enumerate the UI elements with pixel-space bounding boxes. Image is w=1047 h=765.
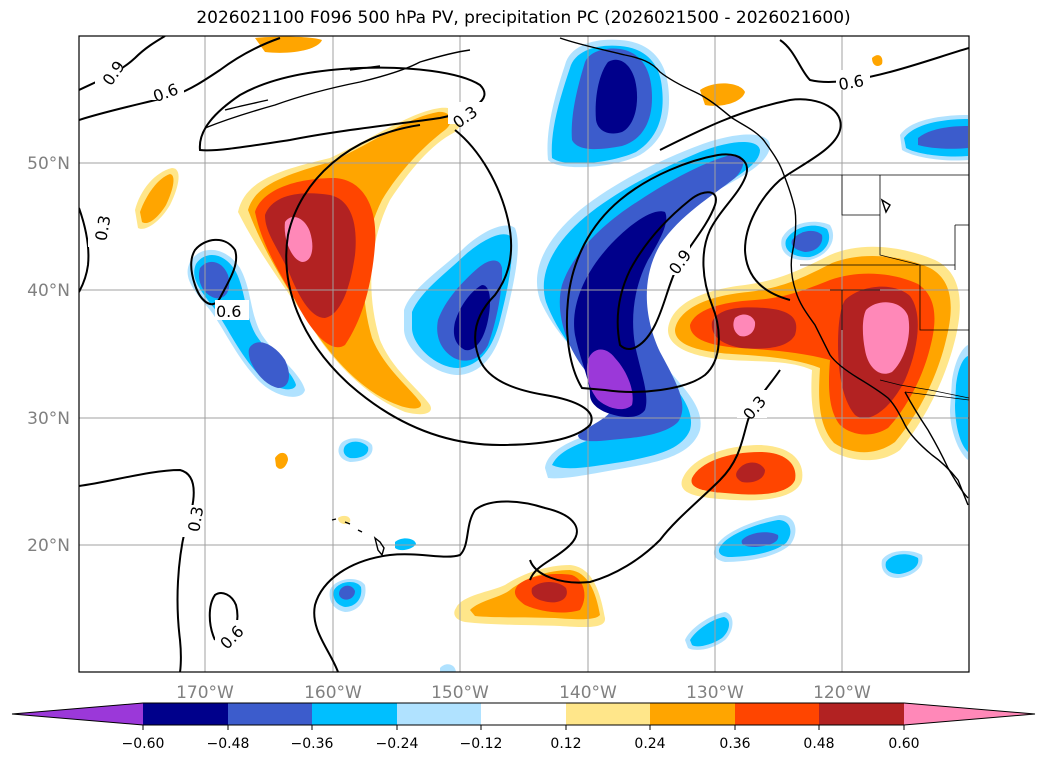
lat-label: 50°N — [27, 154, 70, 174]
colorbar-tick-label: 0.60 — [888, 736, 919, 752]
precip-blob-15n-4 — [531, 582, 567, 603]
lat-label: 20°N — [27, 536, 70, 556]
lon-label: 130°W — [686, 683, 744, 703]
contour-label: 0.6 — [216, 302, 241, 321]
contour-label-bg-3 — [448, 102, 482, 124]
colorbar-segment — [819, 703, 904, 725]
colorbar-segment — [12, 703, 143, 725]
pv-contour-trough — [285, 124, 593, 447]
lon-label: 120°W — [813, 683, 871, 703]
pv-contour-alaska-loop — [198, 66, 486, 152]
colorbar-ticks — [142, 725, 905, 730]
precip-blob-25n-3 — [736, 462, 765, 483]
lat-labels: 50°N 40°N 30°N 20°N — [27, 154, 70, 556]
contour-label: 0.3 — [91, 214, 114, 242]
colorbar-segment — [312, 703, 397, 725]
coast-island-1 — [880, 198, 891, 214]
contour-label: 0.6 — [837, 71, 865, 94]
contour-label-bg-4 — [88, 215, 108, 247]
colorbar-tick-label: −0.60 — [122, 736, 165, 752]
colorbar-tick-label: −0.48 — [207, 736, 250, 752]
graticule — [79, 36, 969, 672]
border-states — [800, 175, 969, 401]
precip-ca-system-6 — [862, 302, 910, 374]
colorbar-segment — [228, 703, 312, 725]
colorbar-segment — [904, 703, 1035, 725]
colorbar-tick-label: 0.12 — [550, 736, 581, 752]
pv-contours — [79, 36, 969, 672]
lon-label: 160°W — [304, 683, 362, 703]
colorbar-segment — [481, 703, 566, 725]
contour-label-bg-5 — [215, 300, 249, 320]
lon-label: 170°W — [176, 683, 234, 703]
colorbar-segment — [397, 703, 481, 725]
pv-contour-south-mid — [313, 500, 578, 672]
colorbar-tick-label: 0.48 — [803, 736, 834, 752]
precip-blob-gulf-4 — [595, 59, 638, 134]
colorbar-tick-label: −0.36 — [291, 736, 334, 752]
contour-label-bg-2 — [150, 80, 184, 100]
colorbar-segment — [143, 703, 228, 725]
precip-blob-ne-tiny — [872, 55, 883, 66]
map-layers: 0.9 0.6 0.3 0.3 0.6 0.9 0.3 0.3 0.6 0.6 — [79, 36, 969, 672]
lat-label: 30°N — [27, 409, 70, 429]
precip-blob-hawaii-2 — [343, 441, 369, 459]
precip-blob-170w-3 — [198, 261, 230, 299]
colorbar-tick-label: −0.24 — [376, 736, 419, 752]
colorbar-segment — [735, 703, 819, 725]
precip-blob-hawaii-3 — [395, 538, 416, 551]
colorbar-segment — [566, 703, 650, 725]
map-title: 2026021100 F096 500 hPa PV, precipitatio… — [196, 8, 851, 28]
colorbar: −0.60 −0.48 −0.36 −0.24 −0.12 0.12 0.24 … — [11, 702, 1036, 752]
precip-blob-tiny-1 — [275, 452, 288, 469]
coast-baja — [904, 391, 969, 499]
contour-label: 0.3 — [184, 505, 207, 533]
precip-blob-tiny-2 — [338, 515, 351, 525]
map-frame — [78, 35, 970, 673]
contour-label-bg-8 — [180, 505, 202, 537]
precip-blob-16n-3 — [339, 585, 355, 600]
colorbar-segment — [650, 703, 735, 725]
contour-label-bg-10 — [836, 70, 870, 90]
lon-label: 150°W — [431, 683, 489, 703]
contour-label-bg-9 — [215, 620, 243, 648]
border-us-mexico — [879, 379, 969, 399]
colorbar-tick-label: 0.36 — [719, 736, 750, 752]
pv-contour-loop-130w — [565, 153, 748, 393]
lat-label: 40°N — [27, 281, 70, 301]
precip-blob-south-edge — [440, 664, 456, 672]
lon-label: 140°W — [559, 683, 617, 703]
contour-label-bg-1 — [95, 62, 123, 84]
precip-blob-coast-3 — [791, 230, 823, 252]
precip-ca-system-7 — [733, 314, 756, 337]
precip-blob-18n-2 — [885, 554, 919, 574]
precip-blob-150w-4 — [453, 285, 490, 351]
precip-band-central-5 — [586, 349, 633, 410]
precip-blob-ne-3 — [918, 126, 968, 149]
pv-contour-left-big — [79, 37, 281, 121]
precip-arc-west-5 — [284, 217, 313, 262]
borders — [790, 174, 969, 401]
contour-label-bg-7 — [737, 390, 767, 418]
precip-blob-170w-4 — [248, 342, 290, 388]
pv-contour-inner-09 — [616, 191, 717, 350]
colorbar-tick-label: 0.24 — [634, 736, 665, 752]
coast-hawaii — [331, 518, 385, 557]
precip-blob-nw-2 — [140, 174, 174, 224]
precip-blob-panhandle — [700, 83, 745, 106]
contour-labels: 0.9 0.6 0.3 0.3 0.6 0.9 0.3 0.3 0.6 0.6 — [88, 57, 870, 653]
pv-contour-east — [659, 98, 842, 301]
pv-contour-03-east — [529, 369, 781, 584]
contour-label-bg-6 — [662, 245, 690, 275]
precip-positive-shading — [135, 36, 960, 628]
lon-labels: 170°W 160°W 150°W 140°W 130°W 120°W — [176, 683, 871, 703]
pv-contour-west-03 — [79, 207, 90, 293]
coast-westcoast — [790, 209, 969, 506]
colorbar-tick-label: −0.12 — [460, 736, 503, 752]
precip-blob-15n-cool-2 — [690, 617, 730, 647]
pv-contour-west-06 — [190, 238, 238, 305]
precip-blob-east-2 — [955, 356, 968, 452]
precip-blob-20n-3 — [741, 532, 779, 547]
